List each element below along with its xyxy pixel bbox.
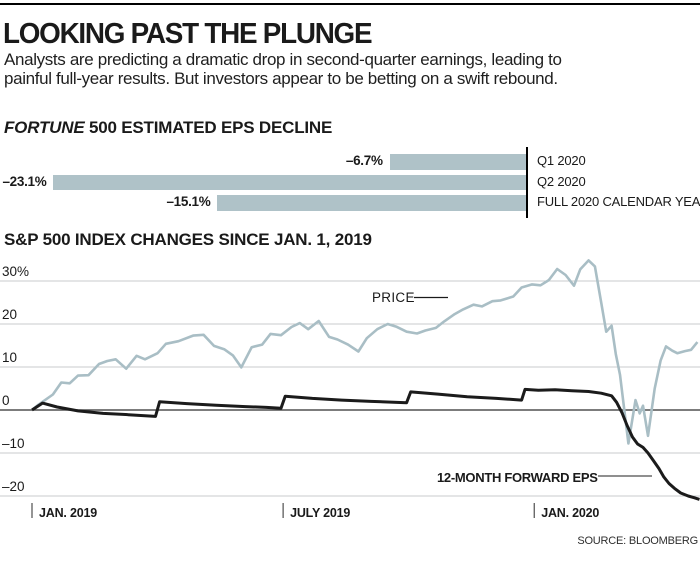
forward-eps-line bbox=[31, 387, 700, 501]
bar-q1-2020 bbox=[389, 154, 527, 170]
page-title: LOOKING PAST THE PLUNGE bbox=[3, 18, 373, 50]
bar-chart-title: FORTUNE 500 ESTIMATED EPS DECLINE bbox=[4, 118, 332, 138]
bar-q2-2020 bbox=[53, 174, 527, 190]
bar-chart-title-rest: 500 ESTIMATED EPS DECLINE bbox=[84, 118, 333, 137]
x-tick-label: JAN. 2020 bbox=[541, 506, 599, 520]
subtitle-line-1: Analysts are predicting a dramatic drop … bbox=[4, 50, 562, 69]
bar-full-2020-calendar-year bbox=[217, 195, 527, 211]
price-annotation-label: PRICE bbox=[372, 290, 415, 305]
bar-value-label-full-2020-calendar-year: –15.1% bbox=[166, 194, 211, 209]
bar-chart-zero-baseline bbox=[526, 147, 528, 218]
sp500-line-chart: 30% 20 10 0 –10 –20 JAN. 2019 JULY 2019 JAN. 202… bbox=[0, 259, 700, 520]
bar-value-label-q2-2020: –23.1% bbox=[2, 173, 47, 189]
bar-category-label-full-2020-calendar-year: FULL 2020 CALENDAR YEAR bbox=[537, 194, 700, 209]
y-tick-label: 20 bbox=[2, 307, 17, 322]
subtitle: Analysts are predicting a dramatic drop … bbox=[4, 50, 696, 88]
price-line bbox=[31, 259, 699, 445]
y-tick-label: 10 bbox=[2, 350, 17, 365]
line-chart-title: S&P 500 INDEX CHANGES SINCE JAN. 1, 2019 bbox=[4, 230, 372, 249]
x-tick-label: JAN. 2019 bbox=[39, 506, 97, 520]
fortune-brand-word: FORTUNE bbox=[4, 118, 85, 137]
y-tick-label: 30% bbox=[2, 264, 29, 279]
bar-category-label-q2-2020: Q2 2020 bbox=[537, 173, 586, 189]
forward-eps-annotation-label: 12-MONTH FORWARD EPS bbox=[437, 470, 598, 485]
x-tick-label: JULY 2019 bbox=[290, 506, 350, 520]
bar-category-label-q1-2020: Q1 2020 bbox=[537, 153, 586, 168]
top-rule bbox=[0, 3, 700, 5]
bar-value-label-q1-2020: –6.7% bbox=[345, 153, 383, 168]
y-tick-label: –20 bbox=[2, 479, 25, 494]
y-tick-label: –10 bbox=[2, 436, 25, 451]
subtitle-line-2: painful full-year results. But investors… bbox=[4, 69, 558, 88]
y-tick-label: 0 bbox=[2, 393, 10, 408]
source-credit: SOURCE: BLOOMBERG bbox=[577, 535, 698, 547]
